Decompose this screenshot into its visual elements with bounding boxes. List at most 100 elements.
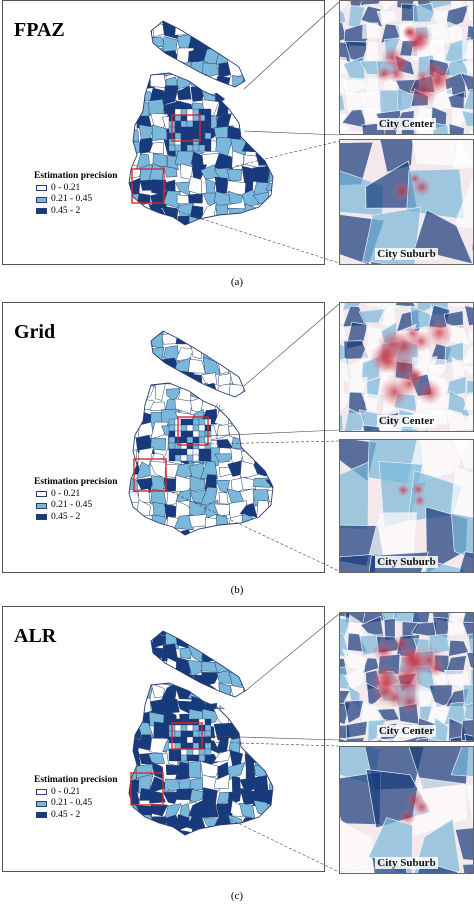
zone xyxy=(174,144,182,152)
zone xyxy=(129,72,142,91)
zone xyxy=(128,844,140,859)
zone xyxy=(150,437,167,451)
zone xyxy=(279,662,295,672)
zone xyxy=(228,33,245,49)
zone xyxy=(174,114,182,122)
map-frame: Grid Estimation precision 0 - 0.21 0.21 … xyxy=(2,302,325,573)
zone xyxy=(280,62,295,77)
zone xyxy=(252,165,270,184)
zone xyxy=(135,631,154,636)
zone xyxy=(279,650,297,664)
inset-label: City Suburb xyxy=(340,857,473,869)
zone xyxy=(176,21,194,27)
zone xyxy=(240,695,256,715)
zone xyxy=(227,634,246,651)
zone xyxy=(229,543,246,556)
zone xyxy=(271,827,273,835)
zone xyxy=(340,819,377,873)
zone xyxy=(136,461,151,480)
zone xyxy=(175,347,195,362)
zone xyxy=(200,331,219,349)
zone xyxy=(180,454,188,462)
zone xyxy=(192,724,200,732)
zone xyxy=(129,527,142,535)
zone xyxy=(135,333,151,350)
zone xyxy=(269,398,273,413)
zone xyxy=(137,50,155,66)
zone xyxy=(252,631,271,647)
zone xyxy=(256,695,273,714)
zone xyxy=(152,827,169,835)
zone xyxy=(111,844,128,858)
zone xyxy=(265,181,273,195)
zone xyxy=(400,428,419,431)
legend-title: Estimation precision xyxy=(34,477,118,487)
zone xyxy=(192,454,200,462)
zone xyxy=(268,647,273,662)
zone xyxy=(178,60,194,80)
zone xyxy=(176,544,194,557)
zone xyxy=(129,712,130,723)
zone xyxy=(129,631,130,636)
zone xyxy=(198,448,206,456)
map-frame: ALR Estimation precision 0 - 0.21 0.21 -… xyxy=(2,606,325,872)
zone xyxy=(380,1,397,12)
zone xyxy=(281,800,297,817)
zone xyxy=(129,331,142,337)
zone xyxy=(201,540,216,557)
legend-swatch xyxy=(36,800,47,807)
zone xyxy=(255,21,271,41)
zone xyxy=(186,126,194,134)
zone xyxy=(230,631,245,635)
zone xyxy=(252,670,270,687)
zone xyxy=(267,383,273,402)
zone xyxy=(462,684,473,708)
zone xyxy=(283,344,294,362)
zone xyxy=(279,728,298,740)
zone xyxy=(138,540,153,556)
zone xyxy=(267,34,273,53)
zone xyxy=(218,682,232,702)
zone xyxy=(186,742,194,750)
zone xyxy=(168,748,176,756)
zone xyxy=(186,144,194,152)
zone xyxy=(198,430,206,438)
zone xyxy=(148,47,167,66)
zone xyxy=(280,476,297,493)
zone xyxy=(266,434,273,452)
zone xyxy=(129,409,140,428)
zone xyxy=(280,100,294,118)
zone xyxy=(240,526,259,535)
zone xyxy=(152,218,168,225)
zone xyxy=(200,382,220,401)
zone xyxy=(451,512,473,560)
zone xyxy=(266,839,282,856)
zone xyxy=(471,236,473,251)
zone xyxy=(168,442,176,450)
zone xyxy=(266,726,273,740)
zone xyxy=(151,541,167,557)
density-hotspot xyxy=(372,640,395,663)
zone xyxy=(204,138,212,146)
zone xyxy=(200,672,220,686)
zone xyxy=(344,407,366,431)
legend-label: 0.45 - 2 xyxy=(51,511,81,522)
zone xyxy=(114,826,128,842)
zone xyxy=(204,718,212,726)
zone xyxy=(280,500,297,518)
density-hotspot xyxy=(426,62,441,77)
roi-city-center xyxy=(171,114,201,142)
zone xyxy=(283,126,298,142)
zone xyxy=(252,101,268,119)
zone xyxy=(168,436,176,444)
zone xyxy=(256,220,272,225)
zone xyxy=(411,613,431,624)
zone xyxy=(241,62,260,76)
zone xyxy=(252,112,271,130)
zone xyxy=(283,50,298,64)
zone xyxy=(192,144,200,152)
zone xyxy=(376,10,399,25)
zone xyxy=(280,87,294,106)
zone xyxy=(268,189,273,205)
zone xyxy=(174,398,193,414)
